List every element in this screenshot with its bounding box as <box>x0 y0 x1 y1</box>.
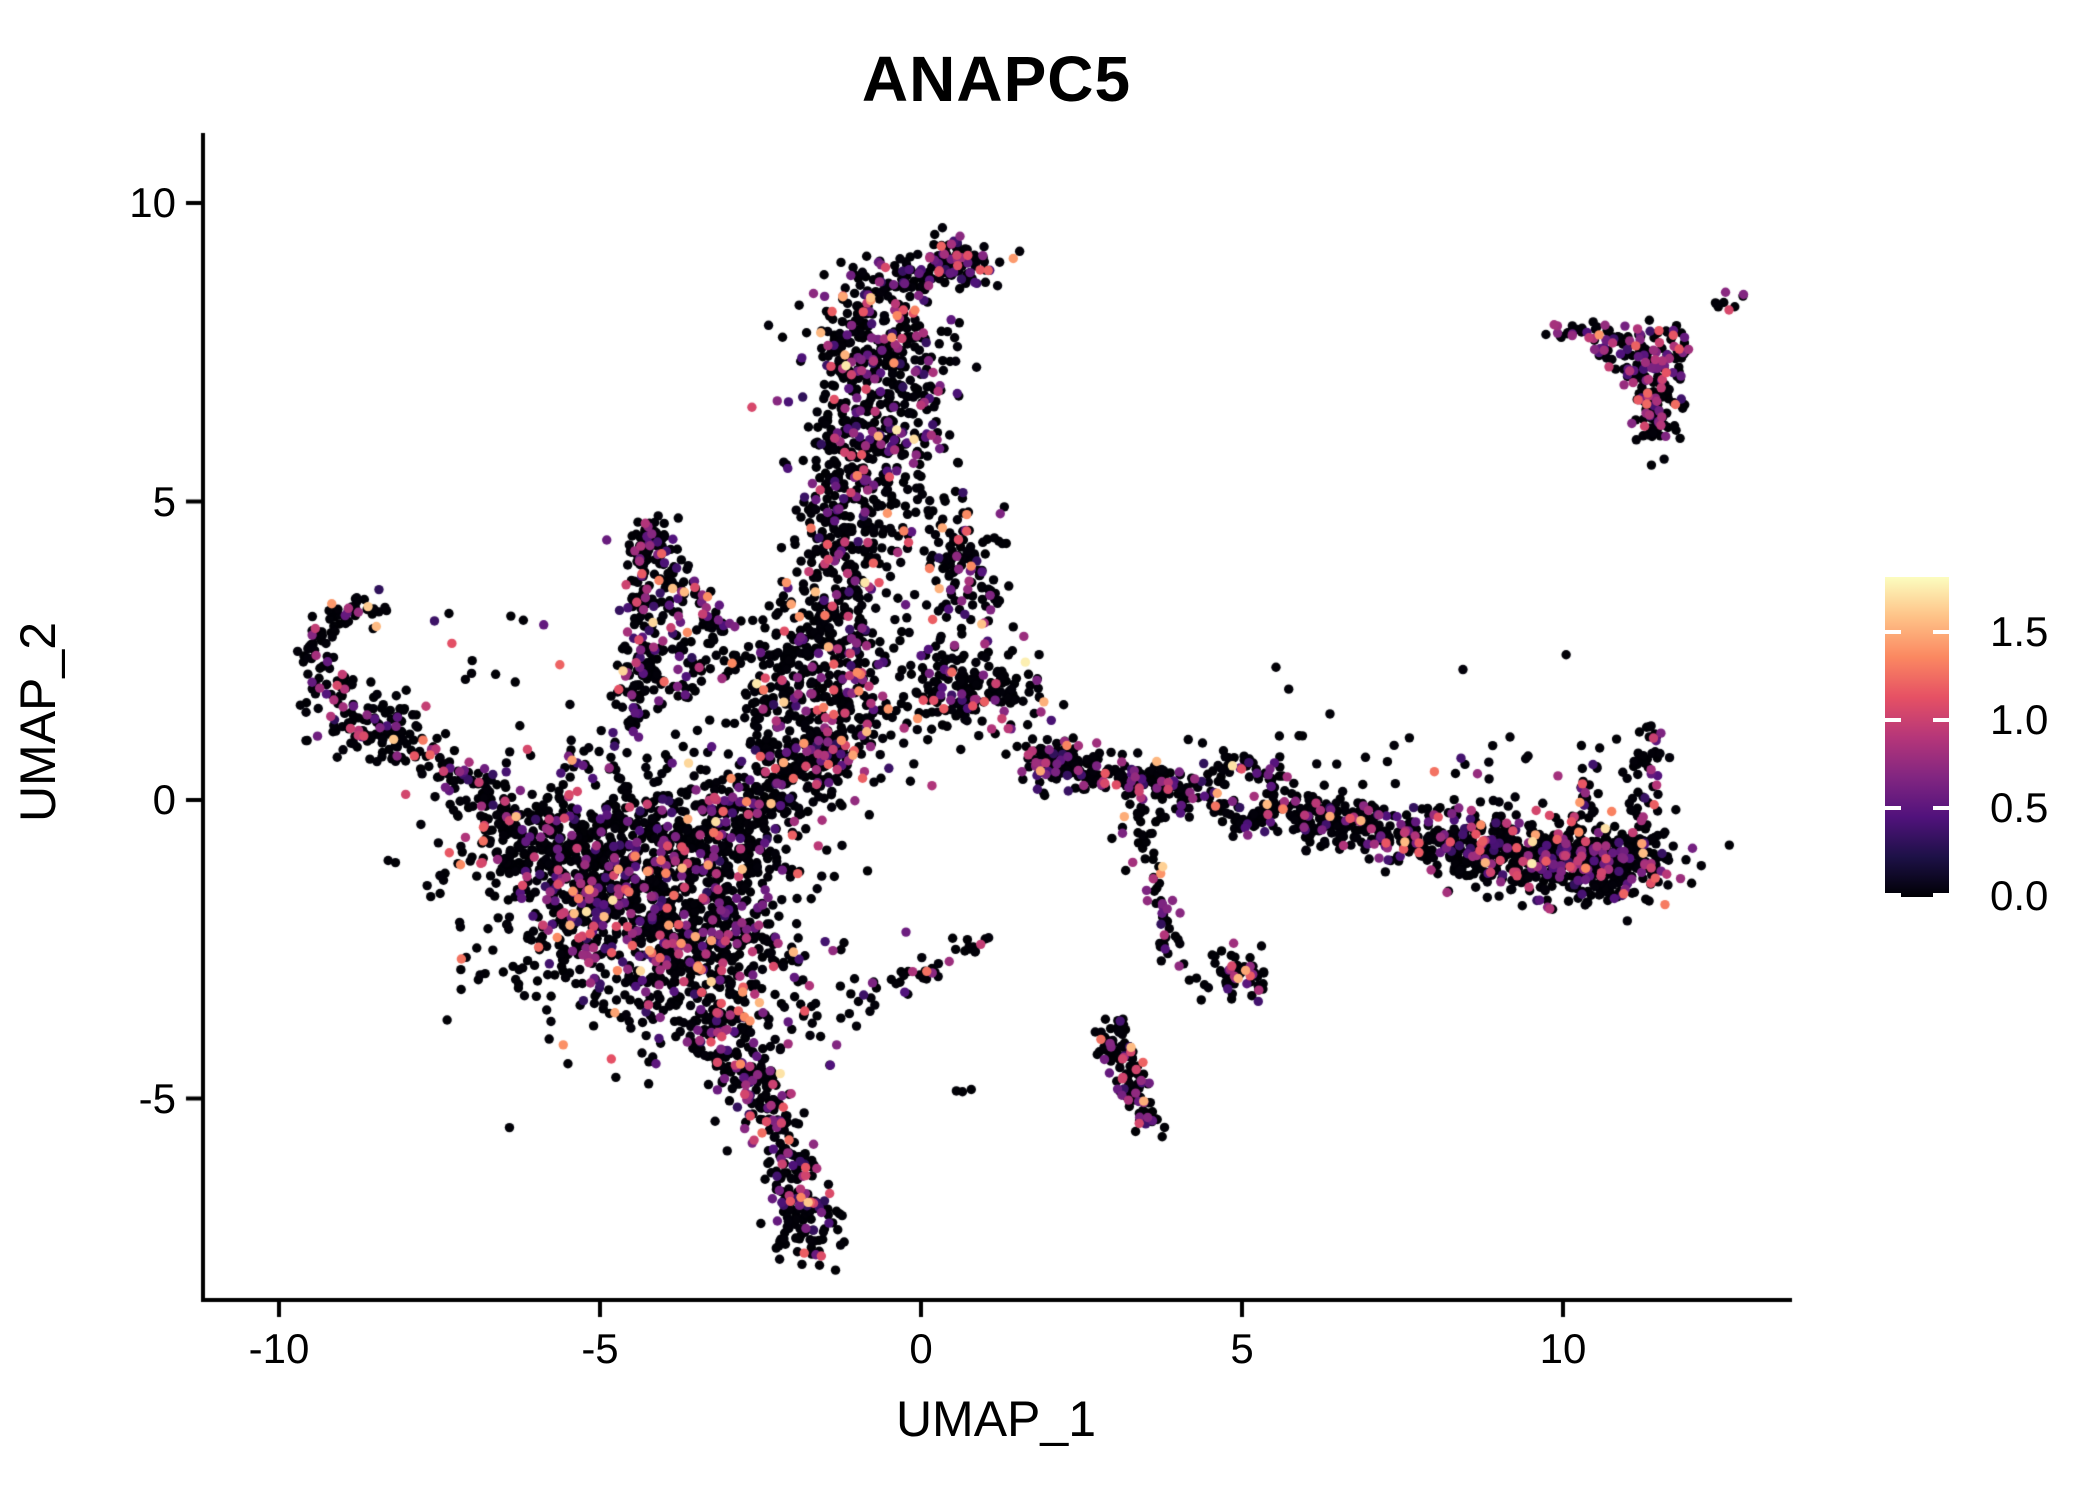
plot-title: ANAPC5 <box>861 43 1132 115</box>
x-tick-label: 10 <box>1539 1325 1587 1372</box>
y-tick-label: 0 <box>152 776 176 823</box>
colorbar-tick-mark <box>1933 806 1949 810</box>
colorbar-tick-label: 1.5 <box>1990 608 2049 655</box>
x-tick-label: -5 <box>581 1325 619 1372</box>
colorbar-tick-mark <box>1933 630 1949 634</box>
colorbar-tick-mark <box>1885 630 1901 634</box>
colorbar-tick-mark <box>1885 806 1901 810</box>
x-tick-label: -10 <box>248 1325 310 1372</box>
colorbar-tick-mark <box>1885 893 1901 897</box>
x-axis-title: UMAP_1 <box>895 1391 1097 1447</box>
colorbar-gradient <box>1885 577 1949 897</box>
colorbar-tick-mark <box>1885 718 1901 722</box>
y-tick-label: 5 <box>152 477 176 525</box>
colorbar-tick-label: 0.5 <box>1990 784 2049 831</box>
x-tick-label: 5 <box>1230 1325 1254 1372</box>
x-tick-label: 0 <box>909 1325 933 1372</box>
colorbar-tick-label: 0.0 <box>1990 872 2049 919</box>
y-tick-label: 10 <box>129 179 176 226</box>
colorbar-tick-mark <box>1933 893 1949 897</box>
y-tick-label: -5 <box>138 1074 176 1122</box>
colorbar-tick-label: 1.0 <box>1990 696 2049 743</box>
colorbar-tick-mark <box>1933 718 1949 722</box>
